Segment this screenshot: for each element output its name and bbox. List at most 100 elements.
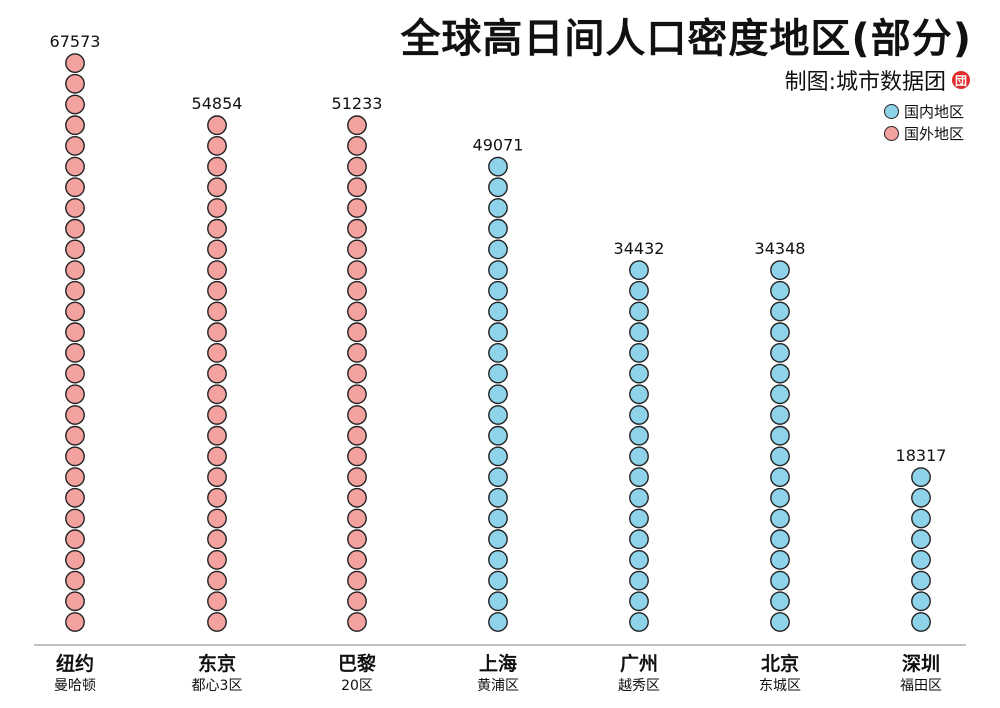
city-name: 东京 [197,653,236,675]
data-circle [65,301,85,322]
city-name: 深圳 [901,653,940,675]
data-circle [207,425,227,446]
data-circle [770,529,790,550]
data-circle [347,115,367,136]
district-name: 20区 [341,678,373,694]
data-circle [770,508,790,529]
data-circle [207,177,227,198]
data-circle [207,446,227,467]
column-上海: 49071 [473,135,524,632]
data-circle [65,156,85,177]
data-circle [488,280,508,301]
data-circle [629,612,649,632]
data-circle [65,342,85,363]
category-label: 深圳 福田区 [861,652,981,696]
category-label: 巴黎 20区 [297,652,417,696]
legend-swatch-domestic [883,103,899,119]
data-circle [629,550,649,570]
data-circle [207,115,227,136]
data-circle [629,405,649,425]
data-circle [207,570,227,591]
data-circle [207,198,227,218]
category-label: 北京 东城区 [720,652,840,696]
data-circle [629,425,649,446]
legend: 国内地区 国外地区 [883,100,964,144]
data-circle [488,342,508,363]
data-circle [65,363,85,384]
data-circle [911,591,931,612]
data-circle [347,612,367,632]
data-circle [65,73,85,94]
data-circle [347,425,367,446]
data-circle [488,363,508,384]
district-name: 都心3区 [191,678,243,694]
data-circle [770,487,790,508]
data-circle [629,322,649,343]
city-name: 巴黎 [337,653,376,675]
data-circle [629,591,649,612]
data-circle [770,260,790,280]
data-circle [347,342,367,363]
data-circle [65,550,85,570]
data-circle [65,53,85,73]
credit-text: 制图:城市数据团 [784,70,946,95]
data-circle [911,508,931,529]
data-circle [347,487,367,508]
data-circle [770,467,790,487]
data-circle [488,384,508,405]
data-circle [629,384,649,405]
value-label: 34432 [614,239,665,258]
data-circle [911,529,931,550]
data-circle [629,570,649,591]
data-circle [488,446,508,467]
data-circle [347,467,367,487]
data-circle [65,115,85,136]
data-circle [65,405,85,425]
data-circle [347,322,367,343]
column-纽约: 67573 [50,32,100,632]
data-circle [629,260,649,280]
data-circle [207,363,227,384]
data-circle [629,508,649,529]
data-circle [65,384,85,405]
value-label: 51233 [332,94,383,113]
data-circle [629,529,649,550]
column-东京: 54854 [192,94,243,632]
data-circle [207,260,227,280]
data-circle [207,156,227,177]
data-circle [207,239,227,260]
data-circle [770,446,790,467]
data-circle [770,570,790,591]
data-circle [347,198,367,218]
data-circle [488,550,508,570]
data-circle [629,467,649,487]
value-label: 54854 [192,94,243,113]
data-circle [347,550,367,570]
data-circle [65,280,85,301]
district-name: 东城区 [759,678,801,694]
data-circle [488,198,508,218]
data-circle [629,487,649,508]
data-circle [65,612,85,632]
data-circle [770,550,790,570]
data-circle [65,260,85,280]
data-circle [65,94,85,115]
data-circle [347,156,367,177]
data-circle [207,280,227,301]
district-name: 福田区 [900,678,942,694]
data-circle [207,508,227,529]
district-name: 黄浦区 [477,678,519,694]
data-circle [770,405,790,425]
data-circle [629,301,649,322]
data-circle [347,570,367,591]
data-circle [911,467,931,487]
data-circle [629,446,649,467]
value-label: 49071 [473,135,524,154]
data-circle [347,177,367,198]
data-circle [347,301,367,322]
chart-title: 全球高日间人口密度地区(部分) [400,16,972,62]
data-circle [65,425,85,446]
data-circle [347,508,367,529]
city-name: 上海 [478,653,517,675]
district-name: 越秀区 [618,678,660,694]
